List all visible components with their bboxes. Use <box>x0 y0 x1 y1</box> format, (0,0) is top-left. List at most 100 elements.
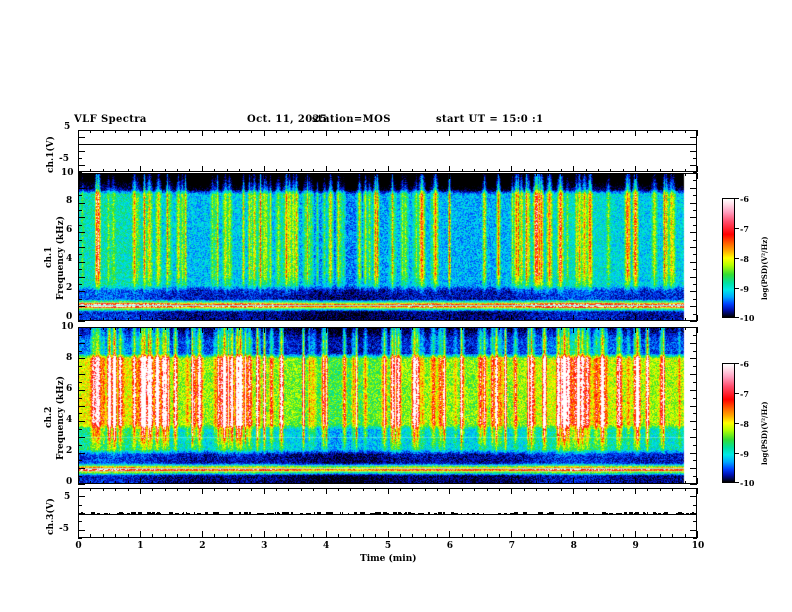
x-minor-tick <box>561 327 562 330</box>
ch3-waveform-spike <box>393 512 397 515</box>
x-minor-tick <box>276 173 277 176</box>
x-minor-tick <box>623 169 624 172</box>
ch3-waveform-spike <box>275 513 276 515</box>
x-minor-tick <box>239 534 240 538</box>
x-minor-tick <box>227 327 228 330</box>
colorbar-ch1 <box>722 198 735 318</box>
y-major-tick <box>78 247 85 248</box>
x-minor-tick <box>375 130 376 133</box>
y-major-tick <box>690 437 697 438</box>
x-minor-tick <box>499 169 500 172</box>
x-minor-tick <box>412 534 413 538</box>
x-major-tick <box>511 130 512 136</box>
ch3-waveform-spike <box>121 512 123 515</box>
y-minor-tick <box>78 269 82 270</box>
x-minor-tick <box>375 318 376 321</box>
x-minor-tick <box>115 130 116 133</box>
x-major-tick <box>202 173 203 179</box>
x-major-tick <box>511 488 512 494</box>
ch3-waveform-spike <box>587 512 588 515</box>
x-minor-tick <box>90 488 91 491</box>
x-major-tick <box>635 315 636 321</box>
y-minor-tick <box>78 240 82 241</box>
colorbar-ch2-tick-7 <box>735 393 739 394</box>
ch3-waveform-spike <box>159 513 161 515</box>
x-minor-tick <box>499 327 500 330</box>
x-minor-tick <box>301 534 302 538</box>
x-minor-tick <box>586 173 587 176</box>
x-minor-tick <box>462 169 463 172</box>
ch3-waveform-spike <box>658 513 661 515</box>
x-minor-tick <box>301 488 302 491</box>
x-minor-tick <box>412 169 413 172</box>
x-minor-tick <box>610 173 611 176</box>
x-minor-tick <box>103 481 104 484</box>
x-minor-tick <box>487 481 488 484</box>
ch3-waveform-spike <box>104 513 108 515</box>
ch3-waveform-spike <box>472 513 475 515</box>
ch3-waveform-spike <box>117 513 118 515</box>
ch3-waveform-spike <box>91 513 95 515</box>
ch3-waveform-spike <box>443 512 445 515</box>
x-minor-tick <box>375 481 376 484</box>
ch3-waveform-spike <box>538 512 542 515</box>
x-minor-tick <box>548 173 549 176</box>
x-minor-tick <box>561 488 562 491</box>
x-minor-tick <box>524 318 525 321</box>
ch3-waveform-spike <box>404 513 405 515</box>
x-minor-tick <box>561 130 562 133</box>
y-major-tick <box>78 496 85 497</box>
x-minor-tick <box>115 173 116 176</box>
x-minor-tick <box>177 130 178 133</box>
x-minor-tick <box>499 173 500 176</box>
x-major-tick <box>140 327 141 333</box>
x-minor-tick <box>276 481 277 484</box>
x-minor-tick <box>598 327 599 330</box>
x-tick-label: 9 <box>632 541 639 551</box>
x-minor-tick <box>462 318 463 321</box>
ch3-waveform-spike <box>504 513 507 515</box>
ch3-waveform-spike <box>429 513 430 515</box>
x-major-tick <box>573 327 574 333</box>
x-major-tick <box>573 315 574 321</box>
x-minor-tick <box>685 327 686 330</box>
x-minor-tick <box>90 318 91 321</box>
x-major-tick <box>78 173 79 179</box>
x-minor-tick <box>90 327 91 330</box>
ch3-waveform-spike <box>317 512 321 515</box>
ch3-waveform-spike <box>541 512 543 515</box>
x-minor-tick <box>363 173 364 176</box>
x-minor-tick <box>239 169 240 172</box>
x-minor-tick <box>660 130 661 133</box>
ch1-spectrogram-ylabel2: Frequency (kHz) <box>56 215 66 300</box>
x-minor-tick <box>462 488 463 491</box>
x-minor-tick <box>214 318 215 321</box>
x-major-tick <box>326 166 327 172</box>
x-minor-tick <box>227 169 228 172</box>
x-minor-tick <box>524 169 525 172</box>
y-minor-tick <box>693 505 697 506</box>
x-major-tick <box>573 173 574 179</box>
x-minor-tick <box>177 318 178 321</box>
x-minor-tick <box>103 534 104 538</box>
x-minor-tick <box>128 488 129 491</box>
x-minor-tick <box>437 173 438 176</box>
y-minor-tick <box>78 351 82 352</box>
x-minor-tick <box>437 169 438 172</box>
x-minor-tick <box>400 130 401 133</box>
ch2-spectrogram-ytick-4: 4 <box>66 415 73 425</box>
x-minor-tick <box>536 169 537 172</box>
x-minor-tick <box>128 130 129 133</box>
colorbar-ch2-tick-8 <box>735 423 739 424</box>
ch2-spectrogram-blank-tail <box>691 328 696 483</box>
x-minor-tick <box>189 534 190 538</box>
ch3-waveform-spike <box>572 512 574 515</box>
x-minor-tick <box>400 327 401 330</box>
x-minor-tick <box>276 327 277 330</box>
x-axis-label: Time (min) <box>360 554 417 564</box>
x-minor-tick <box>425 481 426 484</box>
ch3-waveform-spike <box>133 512 136 515</box>
x-minor-tick <box>412 130 413 133</box>
x-minor-tick <box>90 173 91 176</box>
x-minor-tick <box>338 169 339 172</box>
